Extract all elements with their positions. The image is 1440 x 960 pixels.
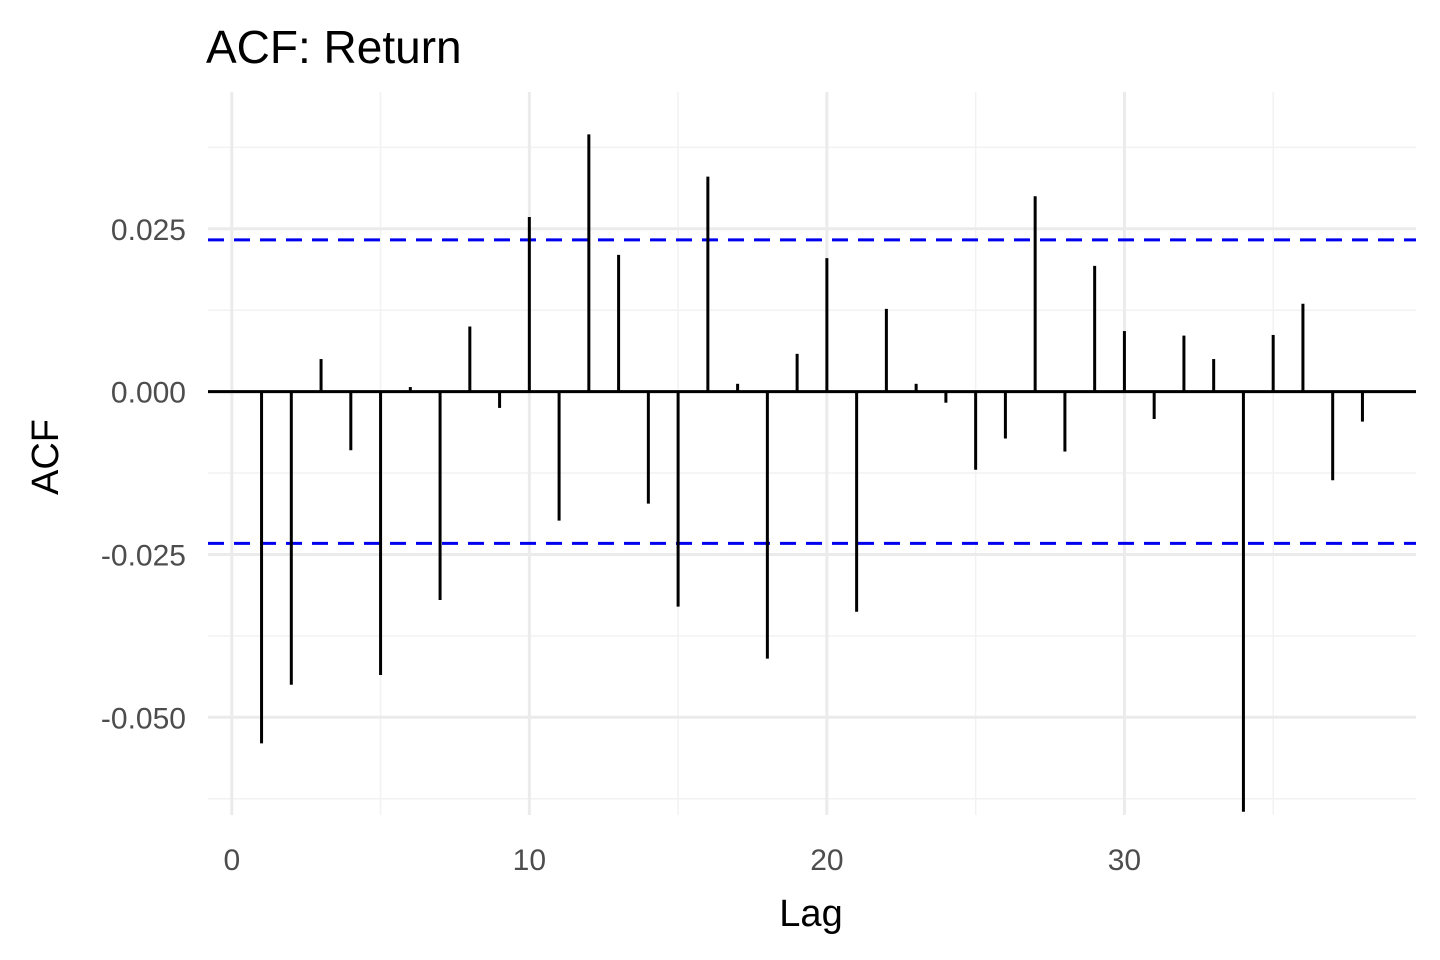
confidence-bounds — [208, 238, 1416, 545]
x-tick-label: 10 — [513, 844, 546, 877]
acf-bars — [260, 134, 1364, 812]
x-axis-title: Lag — [779, 893, 842, 935]
y-tick-label: 0.025 — [111, 214, 186, 247]
y-axis-title: ACF — [25, 419, 67, 495]
x-axis-ticks: 0 10 20 30 — [223, 844, 1141, 877]
y-tick-label: -0.025 — [101, 539, 186, 572]
y-tick-label: 0.000 — [111, 377, 186, 410]
x-tick-label: 20 — [810, 844, 843, 877]
x-tick-label: 30 — [1108, 844, 1141, 877]
y-axis-ticks: 0.025 0.000 -0.025 -0.050 — [101, 214, 186, 736]
x-tick-label: 0 — [223, 844, 240, 877]
chart-title: ACF: Return — [206, 21, 462, 73]
grid-lines — [208, 92, 1416, 815]
y-tick-label: -0.050 — [101, 702, 186, 735]
